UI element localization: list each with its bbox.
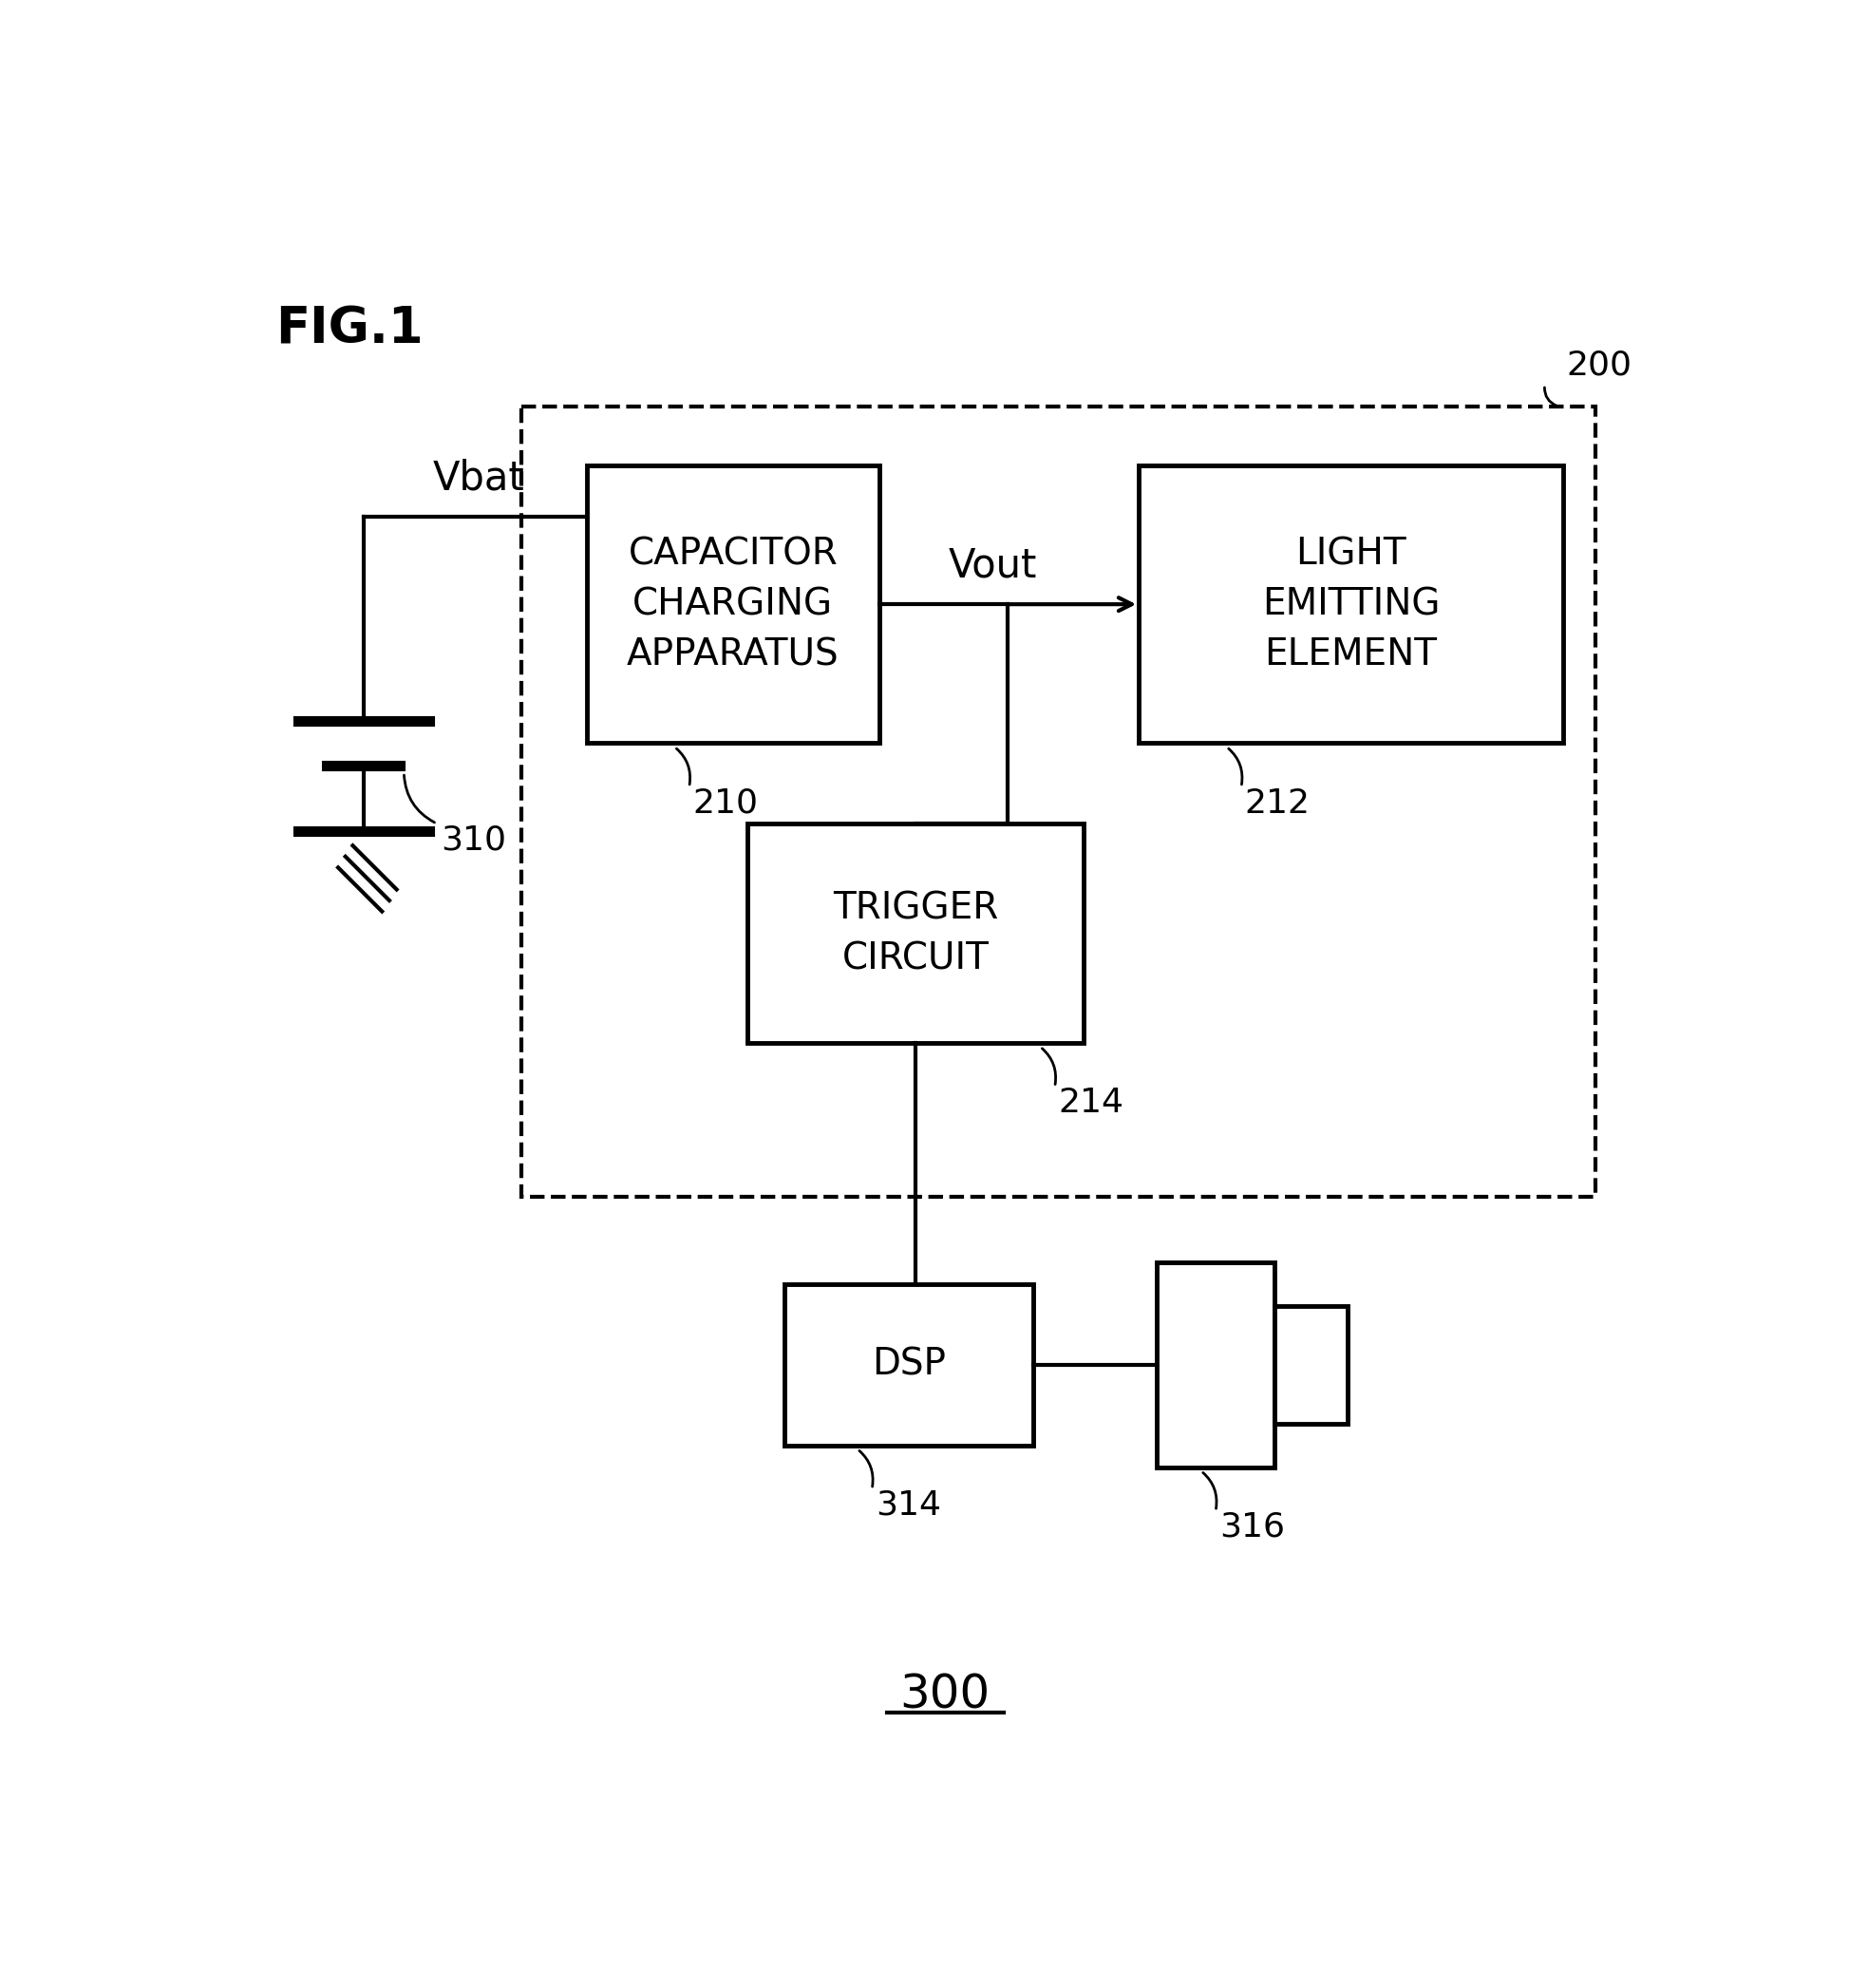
Text: 210: 210 [693, 787, 758, 819]
Bar [784, 1284, 1034, 1445]
Bar [586, 465, 880, 744]
Text: CAPACITOR
CHARGING
APPARATUS: CAPACITOR CHARGING APPARATUS [627, 537, 839, 672]
Bar [1157, 1262, 1274, 1467]
Text: 212: 212 [1244, 787, 1311, 819]
Text: 200: 200 [1566, 348, 1633, 382]
Text: LIGHT
EMITTING
ELEMENT: LIGHT EMITTING ELEMENT [1261, 537, 1440, 672]
Text: 314: 314 [876, 1489, 941, 1521]
Text: FIG.1: FIG.1 [276, 304, 423, 354]
Text: Vout: Vout [949, 547, 1037, 586]
Text: DSP: DSP [871, 1346, 945, 1384]
Text: 316: 316 [1218, 1511, 1285, 1543]
Text: Vbat: Vbat [433, 459, 525, 499]
Bar [521, 408, 1596, 1197]
Text: 310: 310 [440, 823, 507, 857]
Text: TRIGGER
CIRCUIT: TRIGGER CIRCUIT [834, 891, 998, 976]
Text: 214: 214 [1058, 1087, 1124, 1119]
Bar [747, 823, 1084, 1044]
Bar [1274, 1306, 1348, 1423]
Text: 300: 300 [900, 1672, 991, 1718]
Bar [1139, 465, 1562, 744]
